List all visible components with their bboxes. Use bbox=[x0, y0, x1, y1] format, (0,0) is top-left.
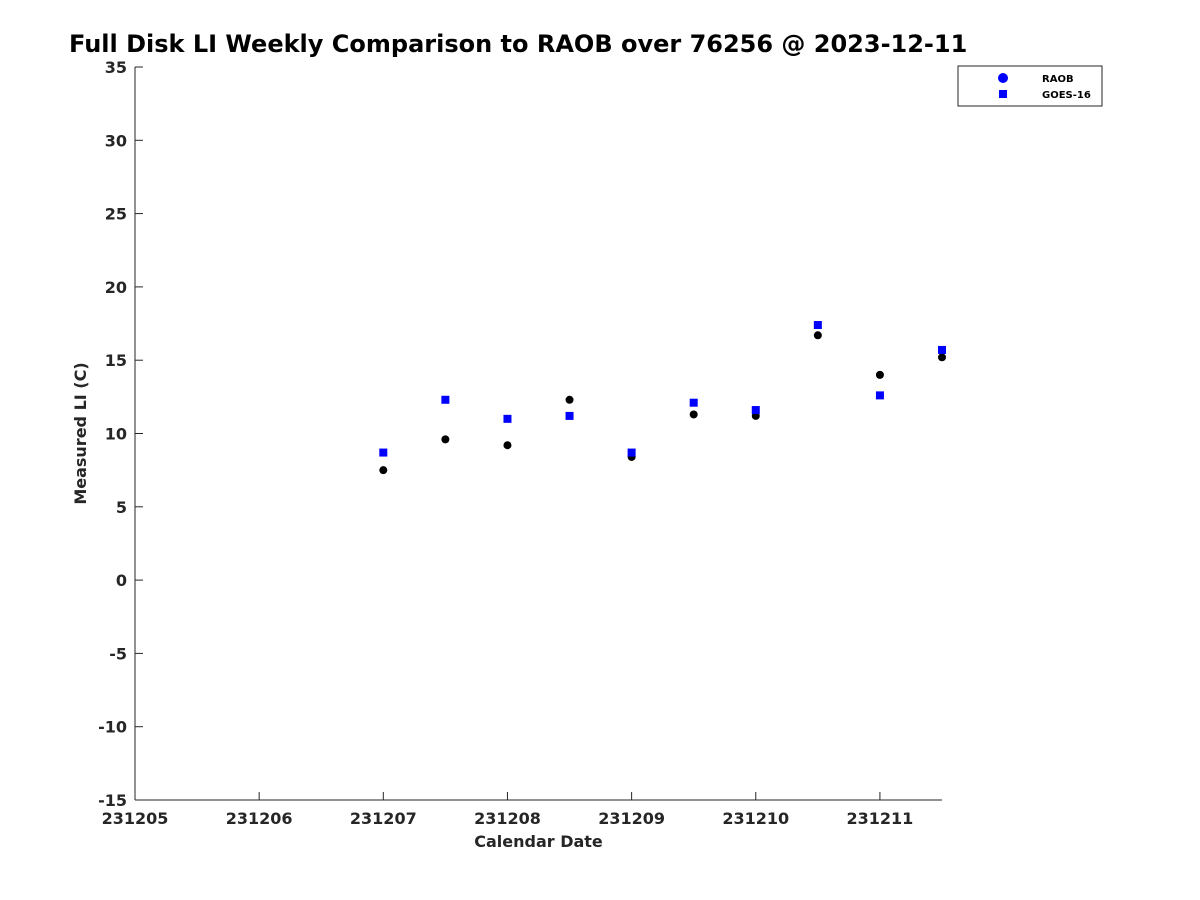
data-points bbox=[379, 321, 946, 475]
axes bbox=[134, 67, 942, 801]
y-tick-label: 0 bbox=[116, 571, 127, 590]
y-tick-label: -5 bbox=[109, 644, 127, 663]
x-tick-label: 231210 bbox=[722, 809, 789, 828]
goes-16-point bbox=[813, 321, 822, 330]
x-tick-label: 231207 bbox=[350, 809, 417, 828]
y-axis-ticks: -15 -10 -5 0 5 10 15 20 25 30 35 bbox=[98, 58, 143, 810]
x-tick-label: 231209 bbox=[598, 809, 665, 828]
x-axis-ticks: 231205 231206 231207 231208 231209 231210 2312… bbox=[102, 792, 914, 828]
raob-point bbox=[813, 331, 822, 340]
goes-16-point bbox=[875, 391, 884, 400]
y-axis-label: Measured LI (C) bbox=[71, 362, 90, 504]
x-tick-label: 231208 bbox=[474, 809, 541, 828]
x-tick-label: 231206 bbox=[226, 809, 293, 828]
raob-point bbox=[938, 353, 946, 362]
raob-point bbox=[441, 435, 450, 444]
raob-point bbox=[565, 395, 574, 404]
y-tick-label: 35 bbox=[105, 58, 127, 77]
chart-title: Full Disk LI Weekly Comparison to RAOB o… bbox=[69, 30, 968, 58]
goes-16-point bbox=[503, 414, 512, 423]
goes-16-point bbox=[565, 411, 574, 420]
legend-marker-raob bbox=[998, 73, 1008, 83]
goes-16-point bbox=[938, 345, 946, 354]
legend-marker-goes-16 bbox=[999, 90, 1007, 98]
raob-point bbox=[875, 370, 884, 379]
legend-box bbox=[957, 65, 1103, 107]
legend: RAOB GOES-16 bbox=[957, 65, 1103, 107]
y-tick-label: -15 bbox=[98, 791, 127, 810]
raob-point bbox=[379, 466, 388, 475]
y-tick-label: -10 bbox=[98, 718, 127, 737]
goes-16-point bbox=[379, 448, 388, 457]
goes-16-point bbox=[689, 398, 698, 407]
x-tick-label: 231205 bbox=[102, 809, 169, 828]
y-tick-label: 10 bbox=[105, 425, 127, 444]
goes-16-point bbox=[627, 448, 636, 457]
x-tick-label: 231211 bbox=[847, 809, 914, 828]
y-tick-label: 5 bbox=[116, 498, 127, 517]
y-tick-label: 15 bbox=[105, 351, 127, 370]
y-tick-label: 25 bbox=[105, 205, 127, 224]
goes-16-point bbox=[441, 395, 450, 404]
y-tick-label: 20 bbox=[105, 278, 127, 297]
raob-point bbox=[503, 441, 512, 450]
goes-16-point bbox=[751, 406, 760, 415]
legend-label-raob: RAOB bbox=[1042, 74, 1074, 85]
y-tick-label: 30 bbox=[105, 131, 127, 150]
raob-point bbox=[689, 410, 698, 419]
x-axis-label: Calendar Date bbox=[474, 832, 603, 851]
legend-label-goes-16: GOES-16 bbox=[1042, 90, 1091, 101]
